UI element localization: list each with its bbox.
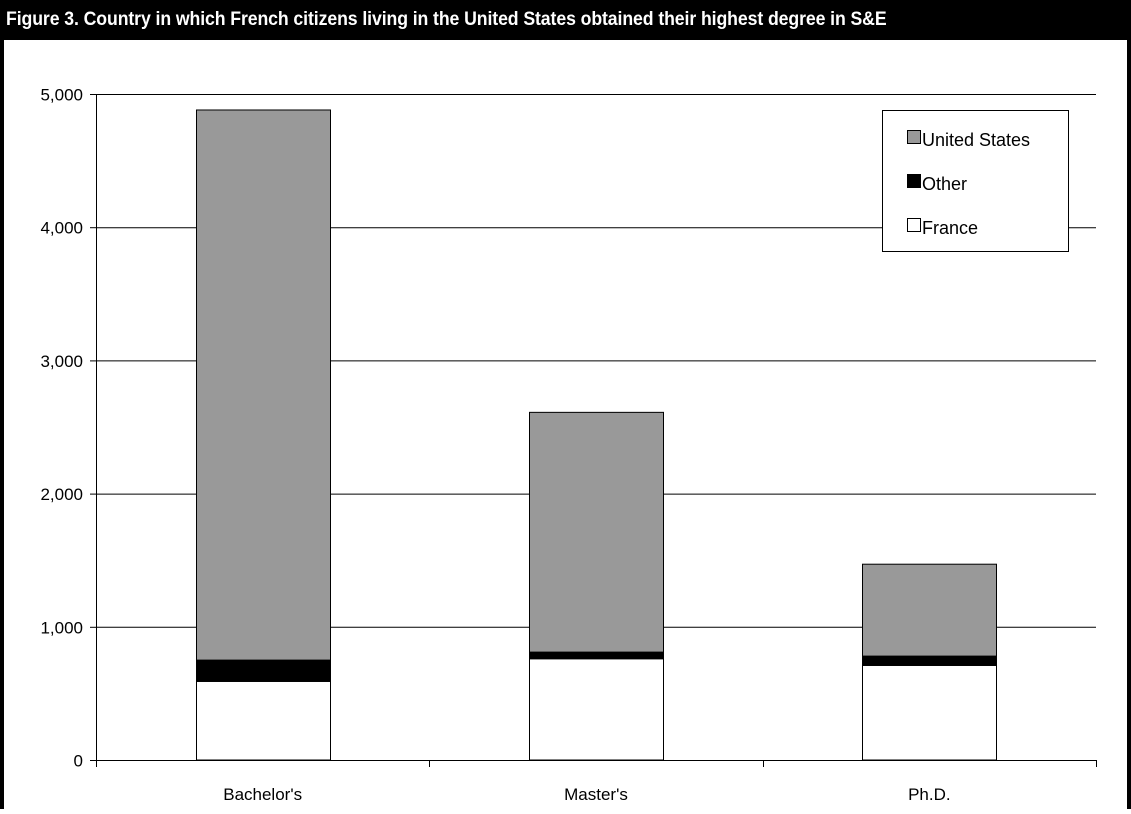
y-tick-label: 2,000 [40,485,83,504]
stacked-bar-chart: 0 1,000 2,000 3,000 4,000 5,000 Bachelor's Mas… [40,86,1097,804]
bar-segment [529,411,664,653]
y-axis: 0 1,000 2,000 3,000 4,000 5,000 [40,86,97,771]
bar-segment [862,655,997,666]
x-tick-label: Bachelor's [223,785,302,804]
figure-title: Figure 3. Country in which French citize… [6,9,887,30]
legend-label: United States [922,130,1030,150]
frame-left-border [0,40,4,809]
frame-right-border [1127,40,1131,809]
x-tick-label: Ph.D. [908,785,951,804]
y-tick-label: 5,000 [40,86,83,105]
x-axis: Bachelor's Master's Ph.D. [96,760,1097,804]
bar-segment [196,659,331,682]
legend: United States Other France [882,110,1069,252]
bar-segment [196,109,331,661]
y-tick-label: 3,000 [40,352,83,371]
legend-label: France [922,218,978,238]
legend-swatch [907,174,921,188]
legend-label: Other [922,174,967,194]
bar-segment [862,563,997,657]
legend-swatch [907,218,921,232]
figure-title-bar: Figure 3. Country in which French citize… [0,0,1131,40]
chart-frame: 0 1,000 2,000 3,000 4,000 5,000 Bachelor's Mas… [0,40,1131,809]
y-tick-label: 0 [74,752,83,771]
bar-segment [196,680,331,761]
bar-segment [529,658,664,761]
bars [196,109,997,761]
y-tick-label: 4,000 [40,219,83,238]
x-tick-label: Master's [564,785,628,804]
legend-swatch [907,130,921,144]
y-tick-label: 1,000 [40,618,83,637]
bar-segment [529,651,664,660]
bar-segment [862,664,997,761]
